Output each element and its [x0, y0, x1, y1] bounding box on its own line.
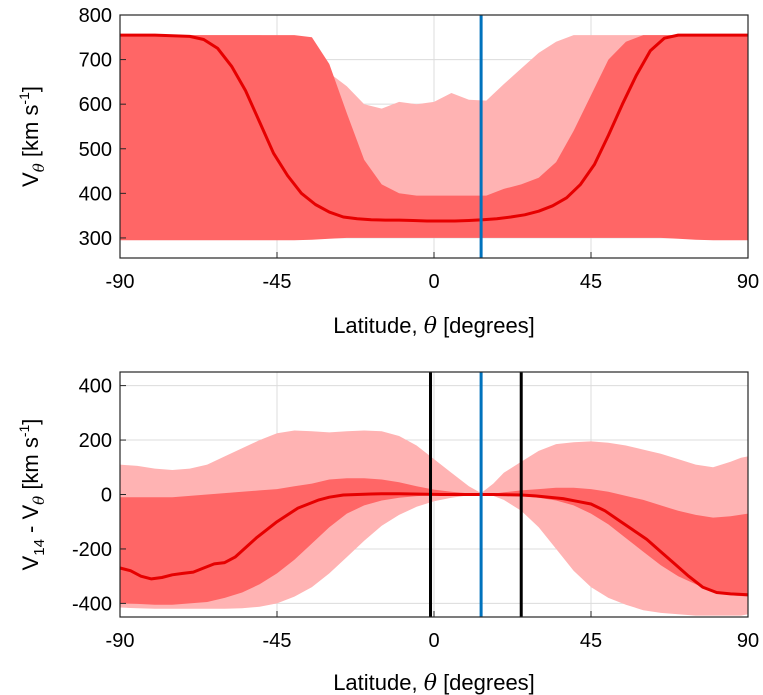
top-chart-xtick-label: 0: [428, 271, 439, 293]
top-chart: -90 -45 0 45 90 300 400 500 600 700 800 Latitude, …: [16, 5, 759, 339]
top-chart-ytick-label: 500: [79, 139, 112, 161]
top-chart-series: [120, 33, 748, 241]
top-chart-xtick-label: -45: [263, 271, 292, 293]
bottom-chart-ytick-label: -200: [72, 539, 112, 561]
top-chart-ytick-label: 700: [79, 50, 112, 72]
top-chart-ticks: -90 -45 0 45 90 300 400 500 600 700 800: [79, 5, 760, 293]
top-chart-ylabel: Vθ [km s-1]: [16, 86, 48, 187]
bottom-chart-ticks: -90 -45 0 45 90 -400 -200 0 200 400: [72, 376, 759, 652]
bottom-chart-xtick-label: 45: [580, 630, 602, 652]
bottom-chart-xtick-label: -90: [106, 630, 135, 652]
top-chart-ytick-label: 800: [79, 5, 112, 27]
bottom-chart-xtick-label: 0: [428, 630, 439, 652]
bottom-chart-ylabel: V14 - Vθ [km s-1]: [16, 419, 48, 571]
bottom-chart-xlabel: Latitude, θ [degrees]: [333, 670, 535, 695]
bottom-chart-xtick-label: -45: [263, 630, 292, 652]
top-chart-inner-band: [120, 35, 748, 241]
top-chart-xtick-label: 45: [580, 271, 602, 293]
top-chart-xtick-label: 90: [737, 271, 759, 293]
bottom-chart-inner-band: [120, 478, 748, 605]
bottom-chart-series: [119, 430, 749, 616]
top-chart-xtick-label: -90: [106, 271, 135, 293]
top-chart-ytick-label: 400: [79, 183, 112, 205]
bottom-chart-xtick-label: 90: [737, 630, 759, 652]
top-chart-median-line: [120, 33, 748, 223]
top-chart-ytick-label: 600: [79, 94, 112, 116]
bottom-chart: -90 -45 0 45 90 -400 -200 0 200 400 Latitude, θ […: [16, 371, 759, 695]
bottom-chart-median-line: [119, 492, 749, 597]
bottom-chart-ytick-label: 200: [79, 430, 112, 452]
top-chart-xlabel: Latitude, θ [degrees]: [333, 313, 535, 339]
bottom-chart-ytick-label: 400: [79, 376, 112, 398]
bottom-chart-ytick-label: 0: [101, 485, 112, 507]
bottom-chart-vlines: [429, 372, 523, 617]
top-chart-ytick-label: 300: [79, 228, 112, 250]
bottom-chart-ytick-label: -400: [72, 593, 112, 615]
